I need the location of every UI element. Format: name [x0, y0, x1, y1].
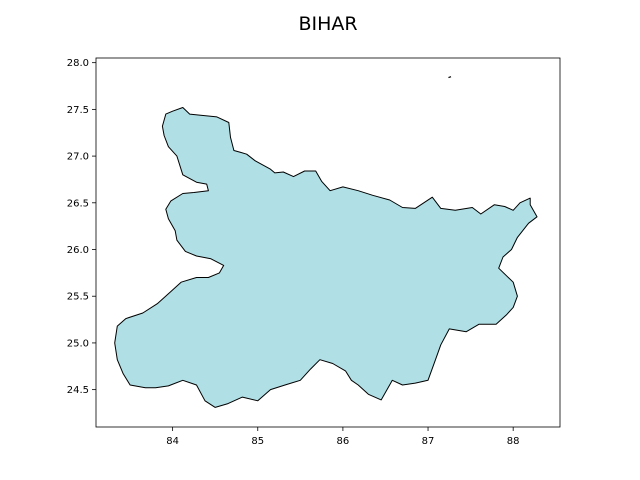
- y-axis: 24.5 25.0 25.5 26.0 26.5 27.0 27.5 28.0: [67, 58, 96, 396]
- y-tick-label: 28.0: [67, 58, 89, 69]
- x-tick-label: 88: [507, 436, 520, 447]
- bihar-region: [114, 107, 538, 408]
- x-tick-label: 85: [251, 436, 264, 447]
- chart-title: BIHAR: [298, 13, 357, 35]
- region-layer: [114, 76, 538, 408]
- y-tick-label: 25.5: [67, 292, 89, 303]
- y-tick-label: 25.0: [67, 338, 89, 349]
- x-tick-label: 86: [337, 436, 350, 447]
- axes-border: [95, 57, 561, 428]
- plot-area: [95, 57, 561, 428]
- x-tick-label: 84: [166, 436, 179, 447]
- y-tick-label: 27.0: [67, 152, 89, 163]
- islet-mark: [448, 76, 452, 79]
- y-tick-label: 26.5: [67, 198, 89, 209]
- x-tick-label: 87: [422, 436, 435, 447]
- y-tick-label: 27.5: [67, 105, 89, 116]
- x-axis: 84 85 86 87 88: [166, 427, 520, 447]
- y-tick-label: 24.5: [67, 385, 89, 396]
- y-tick-label: 26.0: [67, 245, 89, 256]
